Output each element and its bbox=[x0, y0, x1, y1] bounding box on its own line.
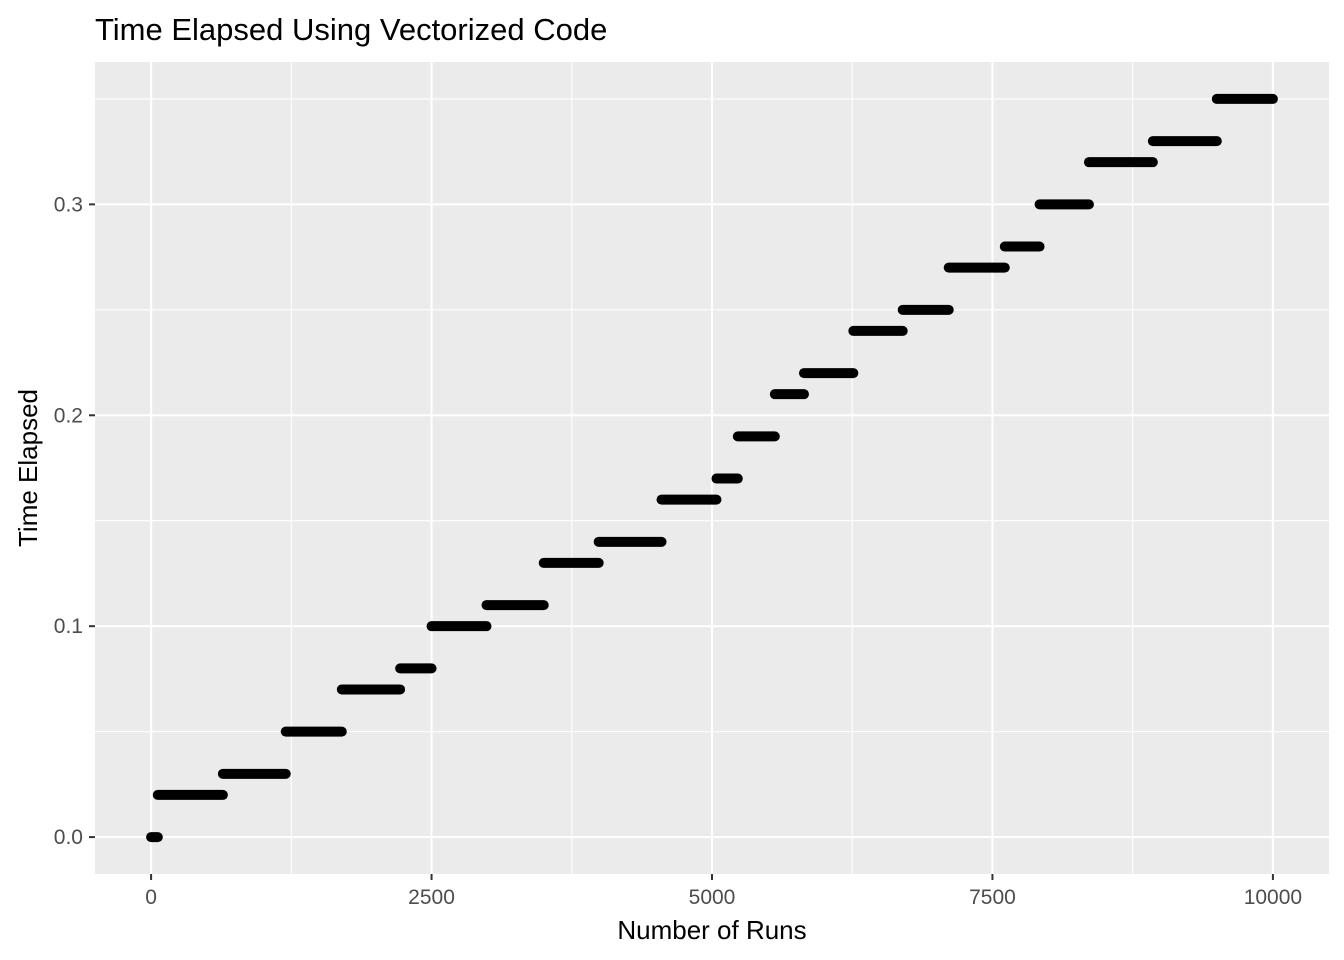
y-tick-label: 0.0 bbox=[54, 826, 83, 849]
x-tick-label: 10000 bbox=[1244, 886, 1302, 909]
y-tick-label: 0.3 bbox=[54, 193, 83, 216]
x-tick-label: 5000 bbox=[689, 886, 736, 909]
x-tick-label: 7500 bbox=[969, 886, 1016, 909]
x-axis-title: Number of Runs bbox=[617, 915, 806, 945]
chart-title: Time Elapsed Using Vectorized Code bbox=[95, 12, 607, 47]
y-tick-label: 0.2 bbox=[54, 404, 83, 427]
y-axis-title: Time Elapsed bbox=[13, 389, 43, 547]
x-tick-label: 0 bbox=[145, 886, 157, 909]
x-tick-label: 2500 bbox=[408, 886, 455, 909]
grid-major-lines bbox=[95, 62, 1329, 874]
x-axis: 0 2500 5000 7500 10000 bbox=[145, 874, 1302, 909]
data-points bbox=[146, 93, 1278, 843]
y-axis: 0.0 0.1 0.2 0.3 bbox=[54, 193, 95, 849]
y-tick-label: 0.1 bbox=[54, 615, 83, 638]
